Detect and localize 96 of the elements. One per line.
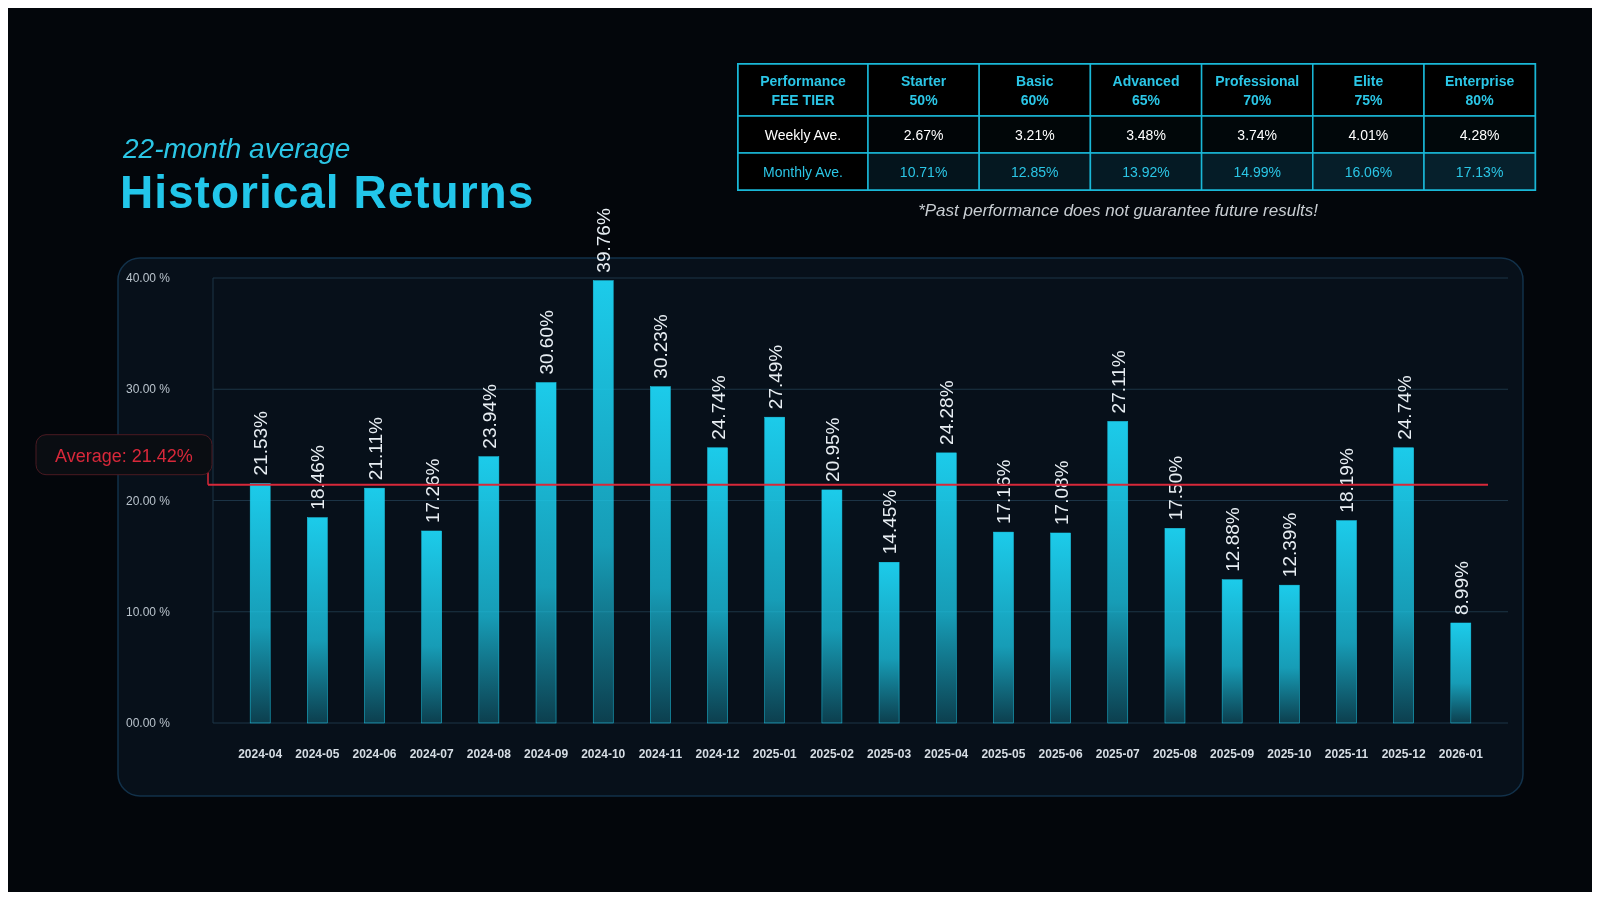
x-tick-label: 2024-06 (352, 747, 397, 761)
data-label: 4.28% (1459, 126, 1500, 143)
data-label: 23.94% (478, 384, 500, 449)
y-tick-label: 00.00 % (126, 716, 171, 730)
bar (878, 561, 900, 724)
x-tick-label: 2025-07 (1095, 747, 1141, 761)
bar (993, 531, 1014, 724)
data-label: 14.99% (1233, 163, 1281, 180)
x-tick-label: 2024-12 (695, 747, 740, 761)
x-tick-label: 2024-08 (466, 747, 512, 761)
x-tick-label: 2025-02 (809, 747, 855, 761)
x-tick-label: 2025-11 (1324, 747, 1369, 761)
x-tick-label: Professional 70% (1215, 72, 1300, 108)
data-label: 14.45% (879, 489, 901, 555)
y-tick-label: 10.00 % (126, 604, 171, 619)
x-tick-label: 2025-10 (1267, 747, 1312, 761)
bar (592, 280, 614, 724)
data-label: 17.50% (1164, 455, 1186, 521)
data-label: 30.60% (536, 310, 558, 375)
data-label: 17.08% (1050, 460, 1072, 525)
data-label: 4.01% (1348, 126, 1389, 143)
data-label: 17.13% (1455, 163, 1504, 180)
data-label: 24.74% (1393, 375, 1415, 440)
data-label: 17.16% (993, 459, 1015, 525)
y-tick-label: 30.00 % (126, 382, 171, 397)
bar (421, 530, 442, 724)
x-tick-label: Elite 75% (1353, 72, 1384, 108)
data-label: 2.67% (903, 126, 944, 143)
x-tick-label: 2024-07 (409, 747, 455, 761)
x-tick-label: 2025-06 (1038, 747, 1083, 761)
bar (764, 416, 785, 724)
x-tick-label: 2024-10 (581, 747, 626, 761)
data-label: 3.21% (1014, 126, 1055, 143)
data-label: 30.23% (650, 314, 672, 379)
data-label: 12.85% (1011, 163, 1059, 180)
x-tick-label: 2025-12 (1381, 747, 1426, 761)
data-label: 17.26% (421, 458, 443, 523)
ref-line-label: Average: 21.42% (55, 445, 193, 466)
x-tick-label: Basic 60% (1016, 72, 1054, 108)
bar (478, 456, 500, 724)
x-tick-label: 2025-04 (924, 747, 969, 761)
data-label: 24.74% (707, 375, 729, 440)
x-tick-label: Advanced 65% (1112, 72, 1180, 108)
data-label: 18.19% (1336, 448, 1358, 513)
data-label: 3.48% (1126, 126, 1166, 143)
text: *Past performance does not guarantee future results! (918, 201, 1319, 220)
data-label: 18.46% (307, 445, 329, 510)
y-tick-label: 20.00 % (126, 493, 171, 508)
bar (364, 487, 385, 724)
bar (1393, 447, 1414, 724)
data-label: 20.95% (821, 417, 843, 482)
bar (1164, 528, 1186, 724)
bar (249, 483, 271, 724)
x-tick-label: 2025-03 (867, 747, 912, 761)
x-tick-label: 2025-05 (981, 747, 1026, 761)
y-tick-label: 40.00 % (126, 271, 171, 285)
x-tick-label: Starter 50% (901, 72, 947, 108)
data-label: 10.71% (899, 163, 948, 180)
chart-title: Performance FEE TIER (760, 72, 847, 108)
x-tick-label: 2025-08 (1152, 747, 1198, 761)
bar (1279, 584, 1300, 724)
bar (307, 517, 328, 724)
data-label: 27.49% (764, 344, 786, 410)
x-tick-label: 2024-04 (238, 747, 283, 761)
x-tick-label: 2025-01 (752, 747, 798, 761)
data-label: 12.88% (1222, 507, 1244, 572)
data-label: 12.39% (1279, 512, 1301, 578)
data-label: 8.99% (1450, 561, 1472, 615)
bar (821, 489, 843, 724)
bar (1221, 579, 1243, 724)
data-label: 21.53% (250, 410, 272, 476)
chart-title: Historical Returns (120, 166, 535, 218)
bar (1450, 622, 1472, 724)
data-label: 13.92% (1122, 163, 1170, 180)
data-label: 39.76% (593, 208, 615, 273)
data-label: 16.06% (1344, 163, 1393, 180)
data-label: 27.11% (1107, 350, 1129, 414)
bar (1050, 532, 1071, 724)
bar (535, 382, 557, 724)
x-tick-label: 2024-09 (524, 747, 569, 761)
y-tick-label: Monthly Ave. (763, 163, 843, 180)
y-tick-label: Weekly Ave. (764, 126, 842, 143)
data-label: 21.11% (364, 417, 386, 481)
chart-subtitle: 22-month average (122, 133, 351, 164)
data-label: 24.28% (936, 380, 958, 445)
x-tick-label: 2024-11 (638, 747, 683, 761)
x-tick-label: 2024-05 (295, 747, 340, 761)
x-tick-label: 2025-09 (1210, 747, 1255, 761)
data-label: 3.74% (1237, 126, 1278, 143)
bar (650, 386, 671, 724)
bar (707, 447, 728, 724)
bar (1107, 421, 1129, 724)
bar (1336, 520, 1357, 724)
bar (936, 452, 957, 724)
x-tick-label: 2026-01 (1438, 747, 1484, 761)
x-tick-label: Enterprise 80% (1444, 72, 1515, 108)
